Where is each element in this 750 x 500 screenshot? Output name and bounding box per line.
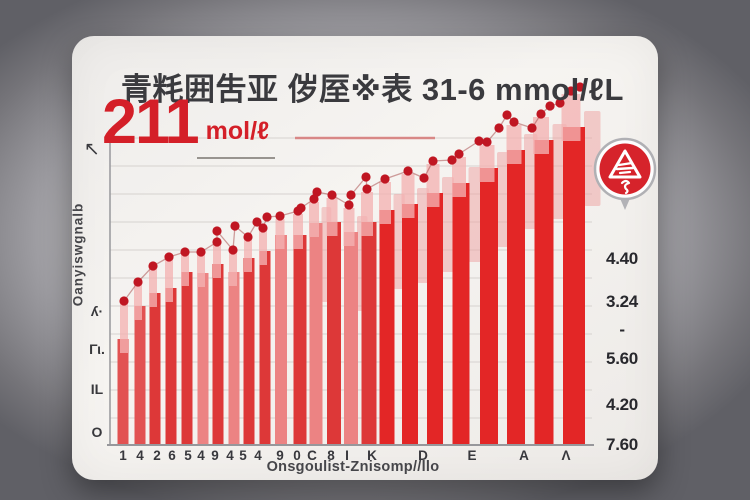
- x-tick-label: Λ: [561, 448, 571, 463]
- x-tick-label: 0: [293, 448, 301, 463]
- big-value-number: 211: [102, 87, 200, 157]
- x-tick-label: 9: [276, 448, 284, 463]
- x-tick-label: 4: [197, 448, 205, 463]
- x-tick-label: 4: [226, 448, 234, 463]
- x-tick-label: C: [307, 448, 317, 463]
- x-tick-label: 8: [327, 448, 335, 463]
- unit-underline: [197, 157, 275, 159]
- right-value: 5.60: [606, 349, 638, 368]
- x-tick-label: 5: [184, 448, 192, 463]
- x-tick-label: 4: [136, 448, 144, 463]
- warning-triangle-icon: [608, 149, 642, 195]
- big-value-unit: mol/ℓ: [205, 117, 270, 145]
- y-axis-arrow-icon: ↖: [84, 139, 100, 160]
- warning-badge: [593, 137, 657, 210]
- x-tick-label: A: [519, 448, 529, 463]
- y-tick-label: ʎ·: [90, 303, 104, 319]
- x-tick-label: 5: [239, 448, 247, 463]
- y-tick-label: IL: [90, 381, 104, 397]
- right-value: 4.20: [606, 395, 638, 414]
- x-tick-label: E: [467, 448, 477, 463]
- chart-title: 青粍囲吿亚 㑕厔※表 31-6 mmol/ℓL: [121, 72, 624, 107]
- x-tick-label: D: [418, 448, 428, 463]
- right-value: 3.24: [606, 292, 638, 311]
- x-tick-label: K: [367, 448, 377, 463]
- x-tick-label: 4: [254, 448, 262, 463]
- right-value: 4.40: [606, 249, 638, 268]
- x-tick-label: 9: [211, 448, 219, 463]
- x-tick-label: 6: [168, 448, 176, 463]
- right-value: -: [619, 320, 625, 339]
- x-tick-label: I: [345, 448, 349, 463]
- y-tick-label: Γι.: [89, 341, 105, 357]
- x-axis-title: Onsgoulist-Znisomp//llo: [266, 459, 440, 475]
- x-tick-label: 1: [119, 448, 127, 463]
- x-tick-label: 2: [153, 448, 161, 463]
- y-tick-label: O: [91, 424, 103, 440]
- big-value: 211 mol/ℓ: [102, 87, 270, 157]
- right-value: 7.60: [606, 435, 638, 454]
